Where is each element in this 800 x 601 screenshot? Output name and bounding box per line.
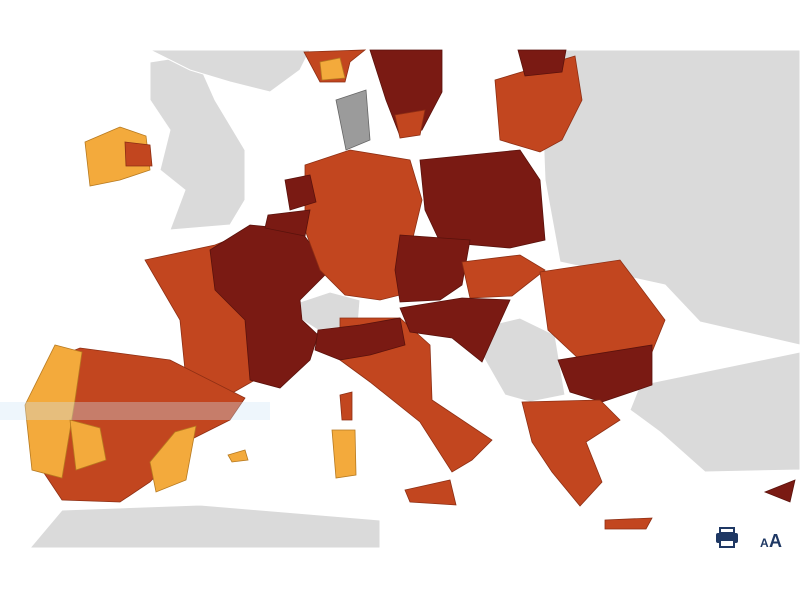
region-norway-west: [319, 57, 346, 81]
region-croatia-slovenia: [399, 297, 511, 363]
font-size-large[interactable]: A: [769, 531, 782, 551]
region-italy: [339, 317, 493, 473]
region-greece: [521, 399, 621, 507]
region-hungary: [461, 254, 546, 299]
land-norway: [149, 49, 311, 93]
region-sicily: [404, 479, 457, 506]
region-central-spain: [69, 419, 107, 471]
region-czechia-austria: [394, 234, 471, 303]
region-sardinia: [331, 429, 357, 479]
region-dublin: [124, 141, 153, 167]
region-belgium: [264, 209, 311, 237]
land-turkey: [629, 351, 800, 473]
overlay-banner: [0, 402, 270, 420]
region-crete: [604, 517, 653, 530]
region-denmark: [335, 89, 371, 151]
region-corsica: [339, 391, 353, 421]
font-size-small[interactable]: A: [760, 536, 769, 550]
region-east-spain: [149, 425, 197, 493]
region-cyprus: [763, 479, 796, 503]
land-africa: [28, 504, 381, 549]
region-ireland: [84, 126, 151, 187]
region-north-italy: [314, 317, 406, 361]
land-balkans: [469, 317, 566, 403]
region-portugal: [24, 344, 83, 479]
region-finland: [517, 49, 567, 77]
region-poland: [419, 149, 546, 249]
region-south-sweden: [394, 109, 426, 139]
region-baltics: [494, 55, 583, 153]
region-bulgaria: [557, 344, 653, 403]
region-balearics: [227, 449, 249, 463]
print-icon[interactable]: [716, 527, 738, 548]
region-netherlands: [284, 174, 317, 211]
land-uk: [149, 54, 246, 231]
